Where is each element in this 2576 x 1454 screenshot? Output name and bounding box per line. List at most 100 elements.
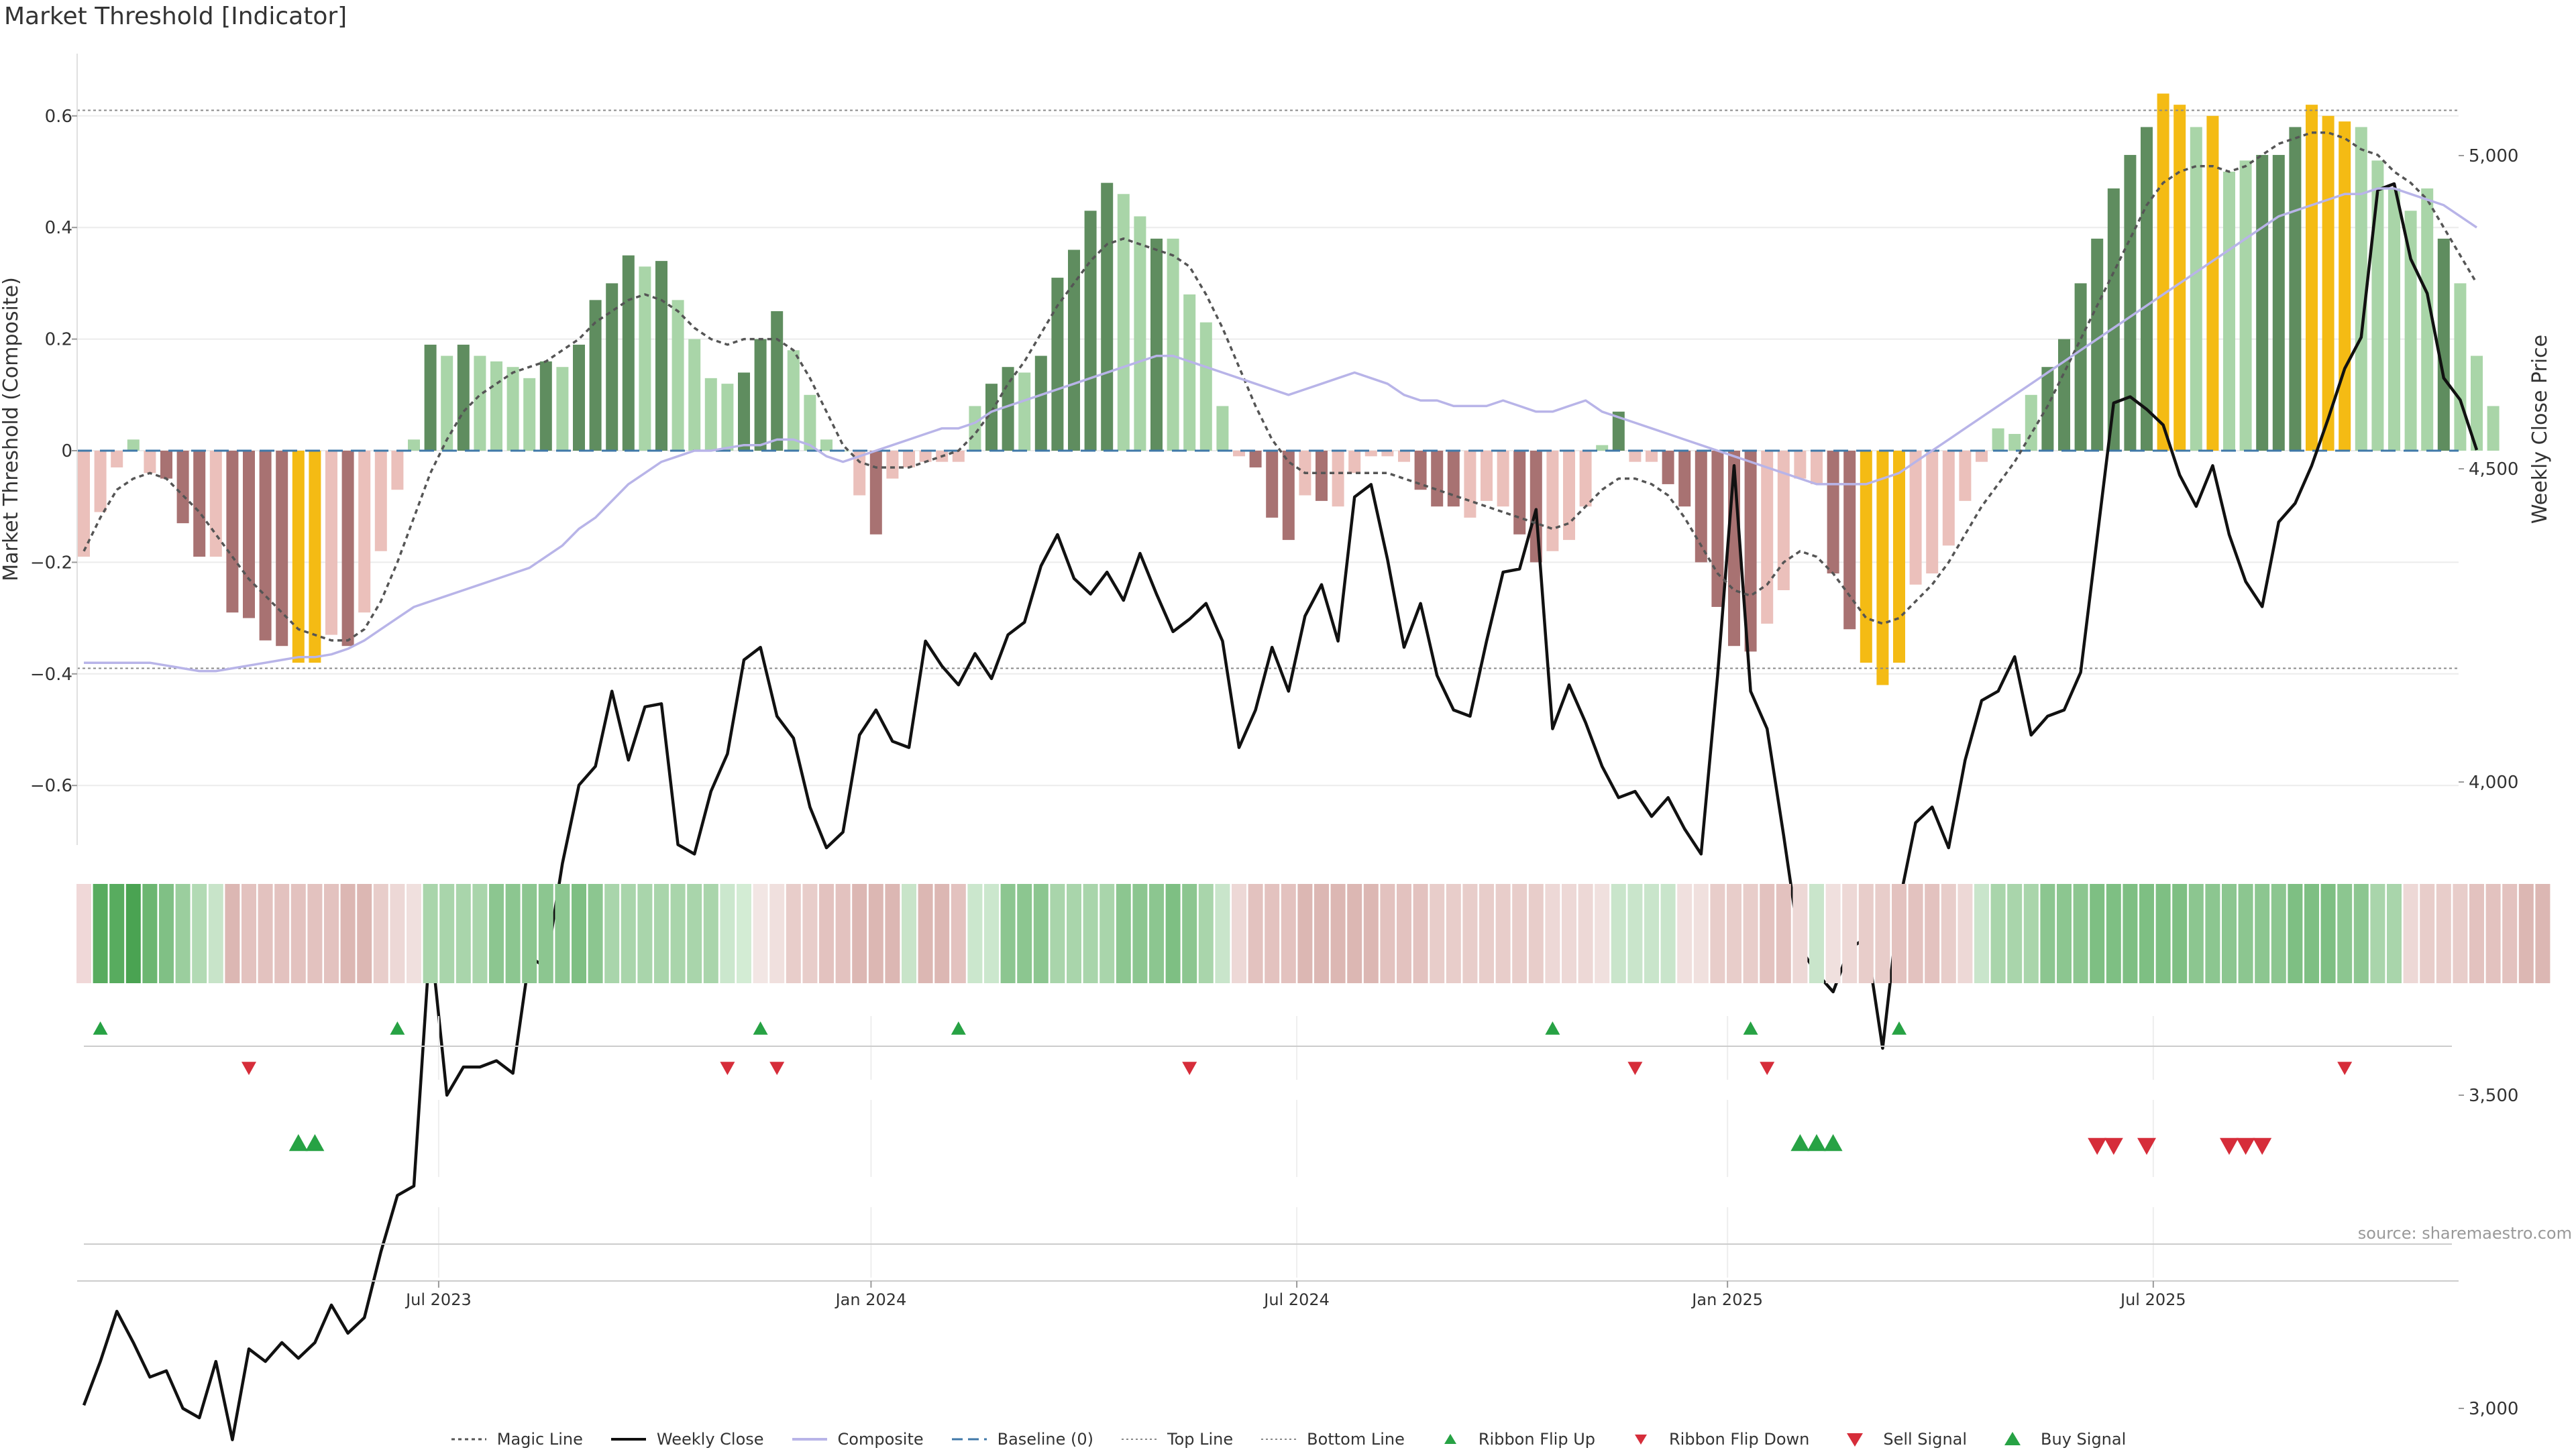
- composite-bar: [1398, 451, 1410, 462]
- composite-bar: [1761, 451, 1774, 624]
- ribbon-cell: [934, 884, 950, 983]
- axes: 0.6 0.4 0.2 0 −0.2 −0.4 −0.6 Market Threshold (…: [0, 54, 2552, 1419]
- composite-bar: [1084, 211, 1097, 451]
- ribbon-cell: [2040, 884, 2055, 983]
- composite-bar: [1117, 194, 1130, 451]
- ribbon-cell: [2403, 884, 2418, 983]
- composite-bar: [160, 451, 172, 479]
- ribbon-cell: [1397, 884, 1411, 983]
- legend-symbol-icon: [2004, 1432, 2021, 1445]
- composite-bar: [1464, 451, 1477, 518]
- left-tick-label: −0.6: [30, 776, 72, 796]
- composite-bar: [1414, 451, 1427, 490]
- ribbon-cell: [902, 884, 916, 983]
- composite-bar: [2487, 406, 2500, 451]
- composite-bar: [903, 451, 915, 467]
- left-axis-title: Market Threshold (Composite): [0, 277, 23, 581]
- ribbon-cell: [76, 884, 91, 983]
- composite-bar: [2074, 283, 2087, 451]
- composite-bar: [341, 451, 354, 647]
- ribbon-cell: [1974, 884, 1989, 983]
- ribbon-cell: [1528, 884, 1544, 983]
- ribbon-cell: [2436, 884, 2451, 983]
- sell-signal-marker: [2104, 1137, 2123, 1155]
- ribbon-cell: [340, 884, 356, 983]
- ribbon-cell: [2188, 884, 2204, 983]
- composite-bar: [176, 451, 189, 524]
- composite-bar: [539, 361, 552, 451]
- signal-markers: [84, 1016, 2452, 1278]
- ribbon-cell: [1430, 884, 1445, 983]
- ribbon-flip-down-marker: [1182, 1062, 1197, 1075]
- legend-item: Baseline (0): [951, 1430, 1093, 1449]
- composite-bar: [1959, 451, 1972, 501]
- legend-label: Ribbon Flip Down: [1669, 1430, 1810, 1449]
- composite-bar: [919, 451, 932, 462]
- sell-signal-marker: [2253, 1137, 2272, 1155]
- ribbon-cell: [1281, 884, 1296, 983]
- ribbon-cell: [1892, 884, 1907, 983]
- ribbon-cell: [852, 884, 867, 983]
- composite-bar: [1431, 451, 1444, 507]
- ribbon-cell: [802, 884, 818, 983]
- ribbon-cell: [885, 884, 900, 983]
- ribbon-cell: [2106, 884, 2121, 983]
- ribbon-cell: [439, 884, 455, 983]
- composite-bar: [969, 406, 981, 451]
- right-tick-label: 4,500: [2469, 459, 2518, 480]
- composite-bar: [325, 451, 337, 635]
- ribbon-cell: [1182, 884, 1197, 983]
- ribbon-flip-down-marker: [2337, 1062, 2353, 1075]
- ribbon-cell: [588, 884, 603, 983]
- ribbon-cell: [324, 884, 339, 983]
- ribbon-cell: [522, 884, 537, 983]
- composite-bar: [2437, 238, 2450, 451]
- composite-bar: [754, 339, 767, 451]
- ribbon-cell: [455, 884, 471, 983]
- composite-bar: [589, 300, 602, 451]
- ribbon-cell: [2007, 884, 2023, 983]
- ribbon-cell: [1198, 884, 1214, 983]
- composite-bar: [672, 300, 684, 451]
- ribbon-cell: [1099, 884, 1115, 983]
- composite-bar: [2107, 188, 2120, 451]
- ribbon-cell: [2304, 884, 2319, 983]
- ribbon-cell: [1760, 884, 1775, 983]
- composite-bar: [1777, 451, 1790, 590]
- composite-bar: [606, 283, 619, 451]
- ribbon-cell: [2255, 884, 2270, 983]
- composite-bar: [111, 451, 123, 467]
- ribbon-cell: [258, 884, 273, 983]
- ribbon-flip-down-marker: [241, 1062, 256, 1075]
- ribbon-cell: [2271, 884, 2286, 983]
- ribbon-cell: [2485, 884, 2501, 983]
- composite-bar: [1316, 451, 1328, 501]
- composite-bar: [2339, 121, 2351, 451]
- legend-symbol-icon: [1261, 1439, 1297, 1440]
- ribbon-cell: [2057, 884, 2072, 983]
- ribbon-cell: [2172, 884, 2188, 983]
- legend-label: Sell Signal: [1883, 1430, 1968, 1449]
- composite-bar: [127, 439, 140, 451]
- composite-bar: [1167, 238, 1179, 451]
- x-tick-label: Jul 2024: [1263, 1290, 1330, 1309]
- legend-symbol-icon: [1847, 1433, 1864, 1447]
- ribbon-cell: [1545, 884, 1560, 983]
- ribbon-cell: [2535, 884, 2551, 983]
- ribbon-cell: [1347, 884, 1362, 983]
- magic-lineline: [83, 131, 2478, 642]
- composite-bar: [1629, 451, 1642, 462]
- ribbon-cell: [472, 884, 488, 983]
- composite-bar: [276, 451, 288, 647]
- ribbon-cell: [290, 884, 306, 983]
- composite-bar: [1695, 451, 1707, 563]
- ribbon-cell: [1000, 884, 1016, 983]
- ribbon-cell: [1050, 884, 1065, 983]
- composite-bar: [1249, 451, 1262, 467]
- ribbon-cell: [1743, 884, 1758, 983]
- legend: Magic Line Weekly Close Composite Baseline …: [0, 1424, 2576, 1454]
- ribbon-cell: [1727, 884, 1741, 983]
- composite-bar: [457, 344, 470, 451]
- composite-bar: [639, 266, 651, 451]
- ribbon-cell: [373, 884, 388, 983]
